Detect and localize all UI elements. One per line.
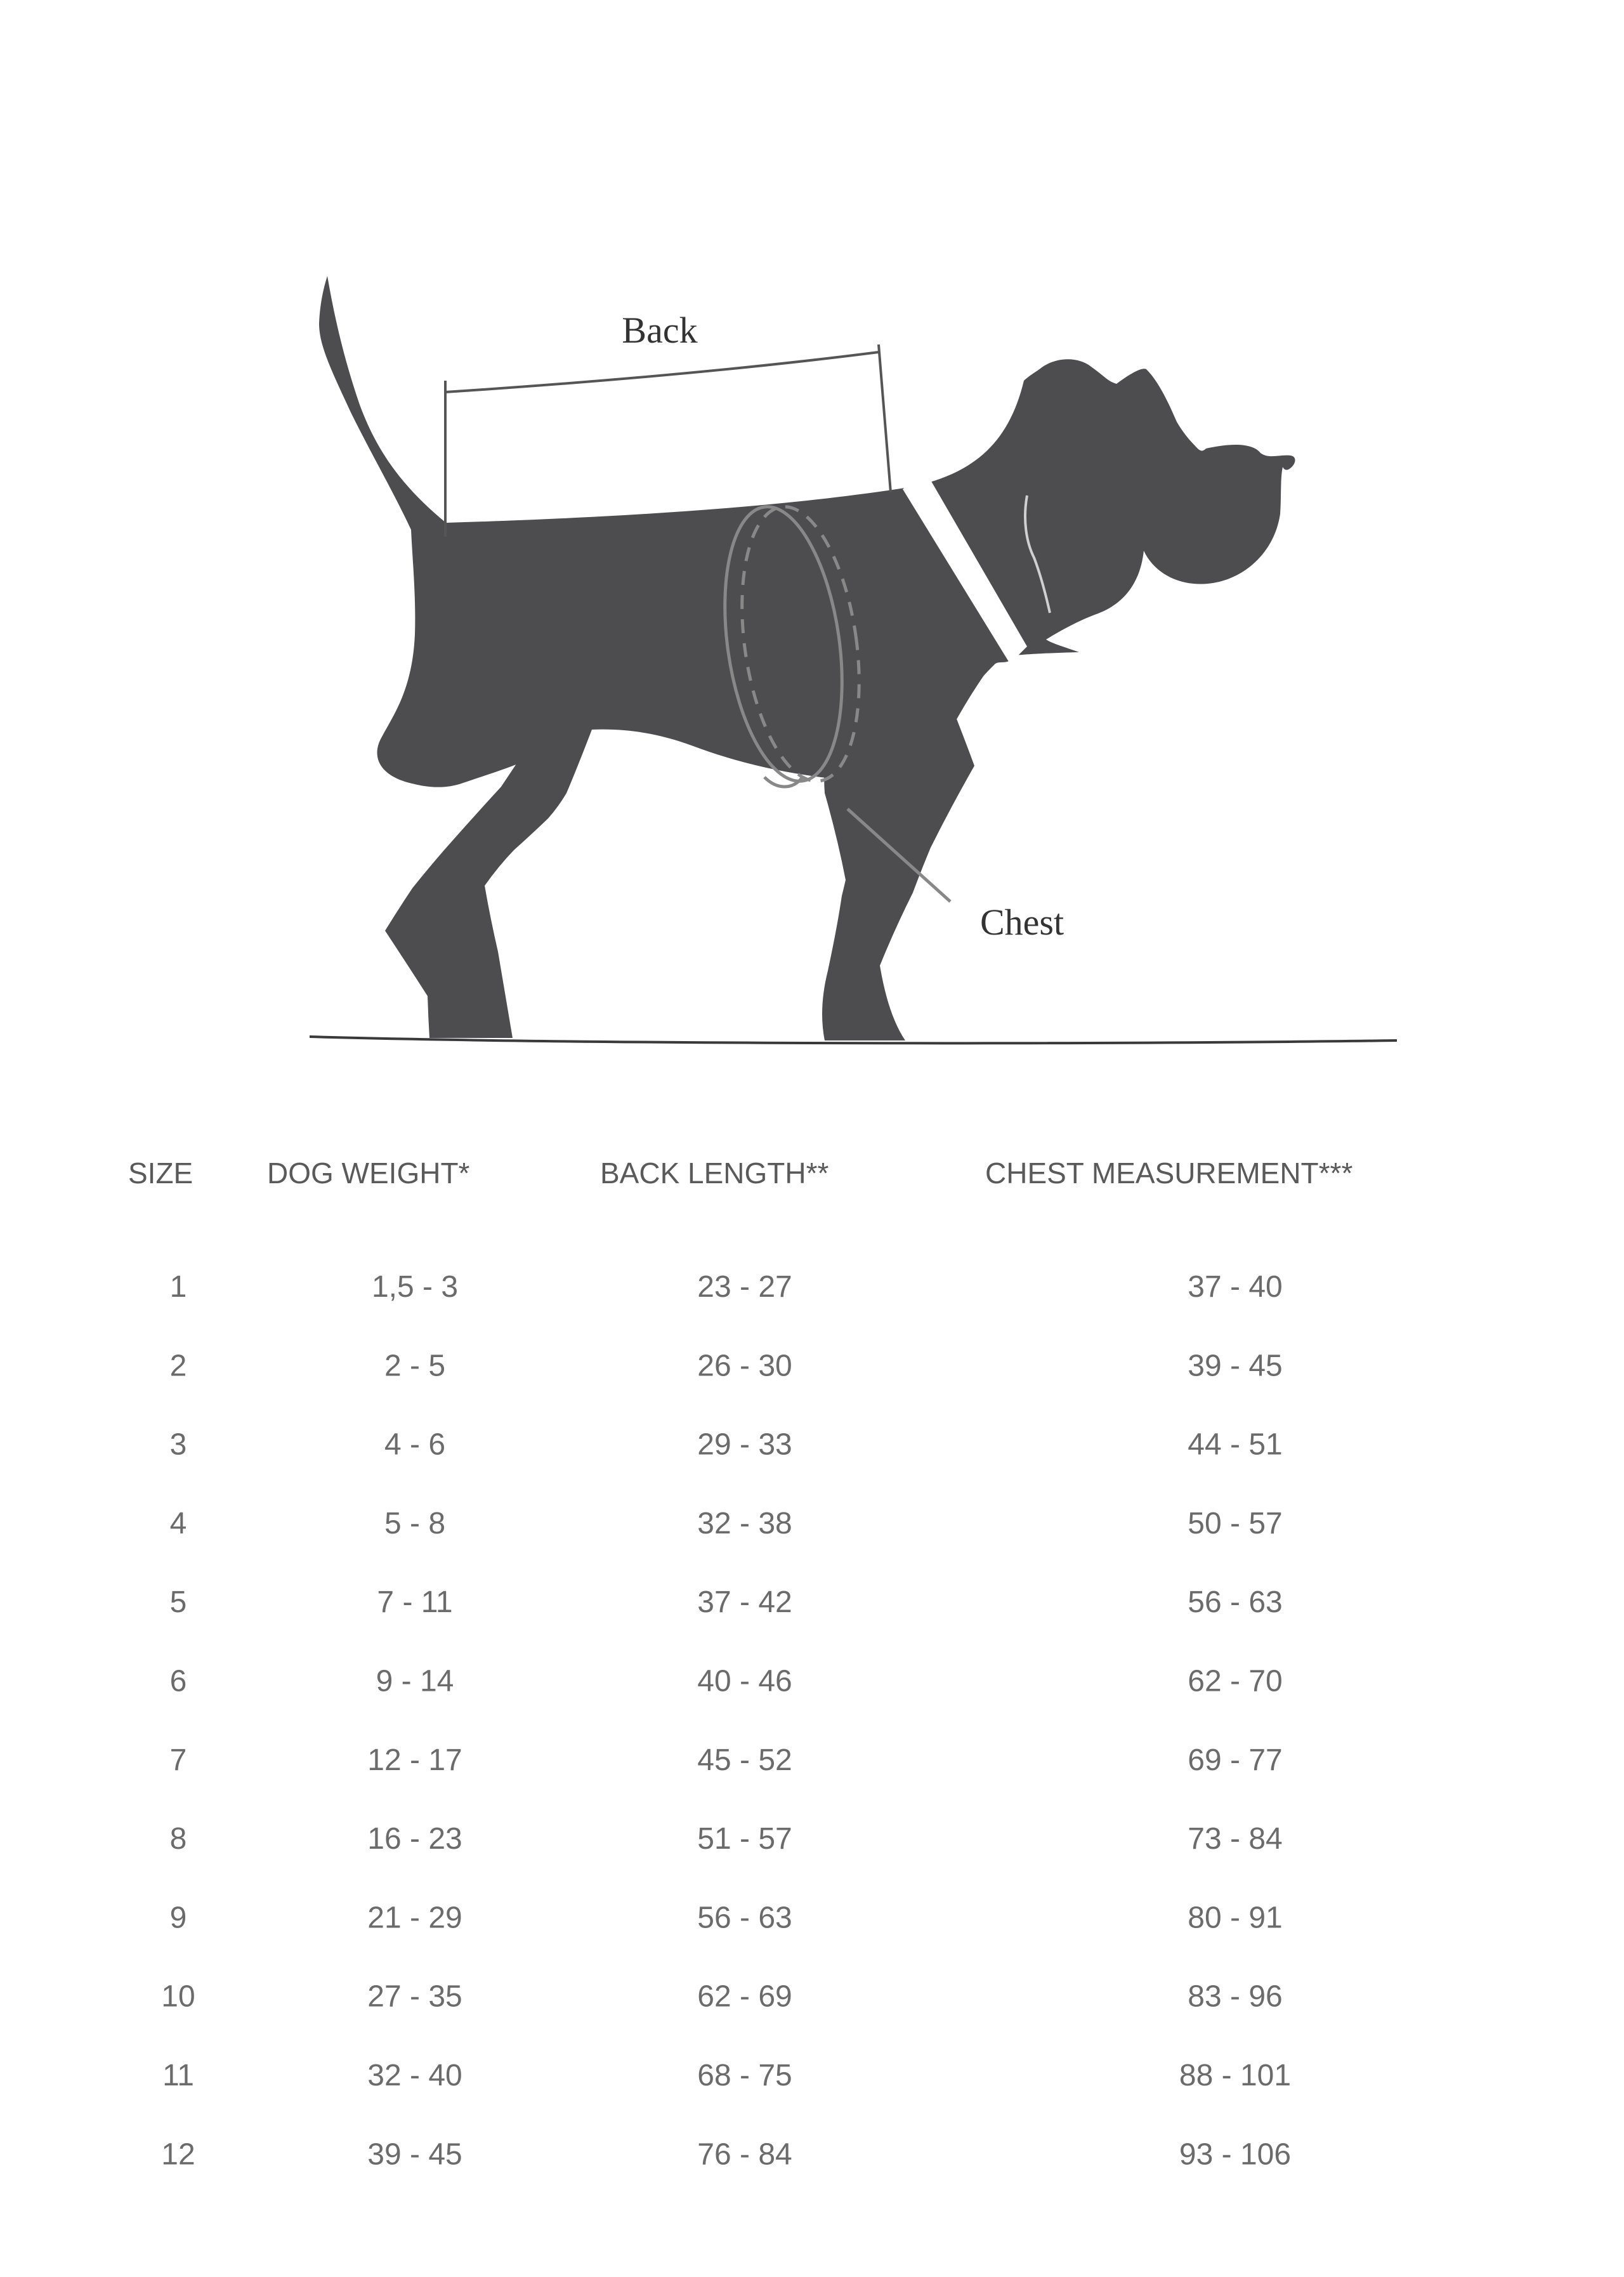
svg-text:16 - 23: 16 - 23	[367, 1822, 462, 1856]
svg-text:93 - 106: 93 - 106	[1179, 2137, 1291, 2171]
svg-text:39 - 45: 39 - 45	[367, 2137, 462, 2171]
svg-text:32 - 40: 32 - 40	[367, 2059, 462, 2092]
svg-text:88 - 101: 88 - 101	[1179, 2059, 1291, 2092]
svg-text:DOG WEIGHT*: DOG WEIGHT*	[267, 1157, 470, 1190]
svg-text:2: 2	[170, 1349, 187, 1382]
svg-text:9 - 14: 9 - 14	[376, 1665, 454, 1698]
svg-text:7: 7	[170, 1743, 187, 1777]
svg-text:73 - 84: 73 - 84	[1188, 1822, 1282, 1856]
svg-text:45 - 52: 45 - 52	[697, 1743, 792, 1777]
svg-text:4: 4	[170, 1507, 187, 1540]
svg-text:26 - 30: 26 - 30	[697, 1349, 792, 1382]
svg-text:4 - 6: 4 - 6	[384, 1428, 445, 1462]
svg-text:5: 5	[170, 1585, 187, 1619]
svg-text:21 - 29: 21 - 29	[367, 1901, 462, 1934]
svg-text:8: 8	[170, 1822, 187, 1856]
svg-text:12: 12	[161, 2137, 195, 2171]
svg-text:68 - 75: 68 - 75	[697, 2059, 792, 2092]
svg-text:56 - 63: 56 - 63	[697, 1901, 792, 1934]
svg-text:5 - 8: 5 - 8	[384, 1507, 445, 1540]
svg-text:56 - 63: 56 - 63	[1188, 1585, 1282, 1619]
svg-text:69 - 77: 69 - 77	[1188, 1743, 1282, 1777]
svg-text:83 - 96: 83 - 96	[1188, 1980, 1282, 2014]
svg-text:CHEST MEASUREMENT***: CHEST MEASUREMENT***	[985, 1157, 1352, 1190]
svg-text:Chest: Chest	[980, 902, 1064, 943]
svg-text:9: 9	[170, 1901, 187, 1934]
svg-text:29 - 33: 29 - 33	[697, 1428, 792, 1462]
svg-text:62 - 70: 62 - 70	[1188, 1665, 1282, 1698]
svg-text:10: 10	[161, 1980, 195, 2014]
svg-text:51 - 57: 51 - 57	[697, 1822, 792, 1856]
svg-text:1,5 - 3: 1,5 - 3	[372, 1270, 458, 1304]
svg-text:44 - 51: 44 - 51	[1188, 1428, 1282, 1462]
svg-text:Back: Back	[622, 310, 697, 351]
svg-text:62 - 69: 62 - 69	[697, 1980, 792, 2014]
svg-text:32 - 38: 32 - 38	[697, 1507, 792, 1540]
svg-text:6: 6	[170, 1665, 187, 1698]
svg-text:50 - 57: 50 - 57	[1188, 1507, 1282, 1540]
svg-text:1: 1	[170, 1270, 187, 1304]
svg-text:12 - 17: 12 - 17	[367, 1743, 462, 1777]
svg-text:76 - 84: 76 - 84	[697, 2137, 792, 2171]
svg-text:80 - 91: 80 - 91	[1188, 1901, 1282, 1934]
svg-text:39 - 45: 39 - 45	[1188, 1349, 1282, 1382]
svg-text:SIZE: SIZE	[128, 1157, 193, 1190]
svg-text:23 - 27: 23 - 27	[697, 1270, 792, 1304]
svg-text:7 - 11: 7 - 11	[377, 1585, 452, 1619]
svg-text:BACK LENGTH**: BACK LENGTH**	[600, 1157, 829, 1190]
svg-text:40 - 46: 40 - 46	[697, 1665, 792, 1698]
svg-text:37 - 40: 37 - 40	[1188, 1270, 1282, 1304]
svg-text:27 - 35: 27 - 35	[367, 1980, 462, 2014]
svg-text:11: 11	[162, 2059, 194, 2092]
svg-text:2 - 5: 2 - 5	[384, 1349, 445, 1382]
svg-text:37 - 42: 37 - 42	[697, 1585, 792, 1619]
svg-text:3: 3	[170, 1428, 187, 1462]
